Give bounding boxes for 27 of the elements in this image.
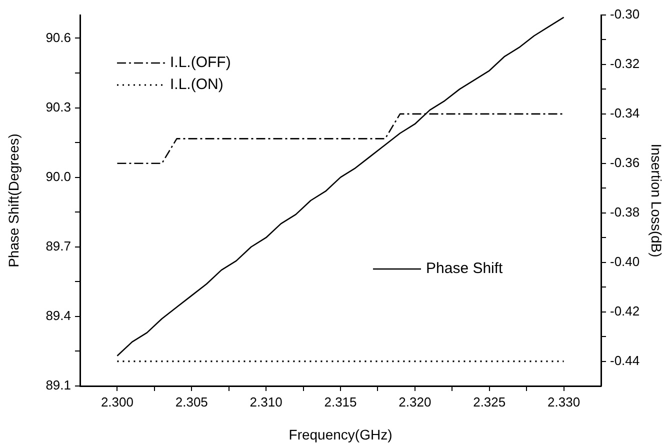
y2-tick-label: -0.30 <box>610 6 640 22</box>
y2-tick-label: -0.44 <box>610 352 640 368</box>
x-tick-label: 2.325 <box>473 394 506 410</box>
y-tick-label: 90.3 <box>46 99 71 114</box>
legend-label: Phase Shift <box>426 260 504 278</box>
y2-tick-label: -0.32 <box>610 56 640 72</box>
y-tick-label: 89.7 <box>46 238 71 254</box>
x-axis-title: Frequency(GHz) <box>288 426 392 442</box>
y-tick-label: 89.1 <box>46 378 71 393</box>
y-tick-label: 90.6 <box>46 30 71 45</box>
legend-label: I.L.(ON) <box>170 76 224 94</box>
x-tick-label: 2.330 <box>548 394 580 410</box>
y2-tick-label: -0.42 <box>610 303 640 318</box>
y2-axis-title: Insertion Loss(dB) <box>648 144 665 258</box>
x-tick-label: 2.310 <box>250 394 282 410</box>
y2-tick-label: -0.36 <box>610 154 640 170</box>
x-tick-label: 2.305 <box>175 394 208 410</box>
x-tick-label: 2.320 <box>398 394 432 410</box>
y-axis-title: Phase Shift(Degrees) <box>5 134 22 268</box>
y2-tick-label: -0.40 <box>610 254 640 269</box>
legend-label: I.L.(OFF) <box>170 54 231 72</box>
y-tick-label: 89.4 <box>46 308 71 324</box>
y2-tick-label: -0.38 <box>610 204 640 220</box>
x-tick-label: 2.300 <box>100 394 134 410</box>
x-tick-label: 2.315 <box>324 394 357 410</box>
y-tick-label: 90.0 <box>46 168 71 184</box>
y2-tick-label: -0.34 <box>610 106 640 121</box>
